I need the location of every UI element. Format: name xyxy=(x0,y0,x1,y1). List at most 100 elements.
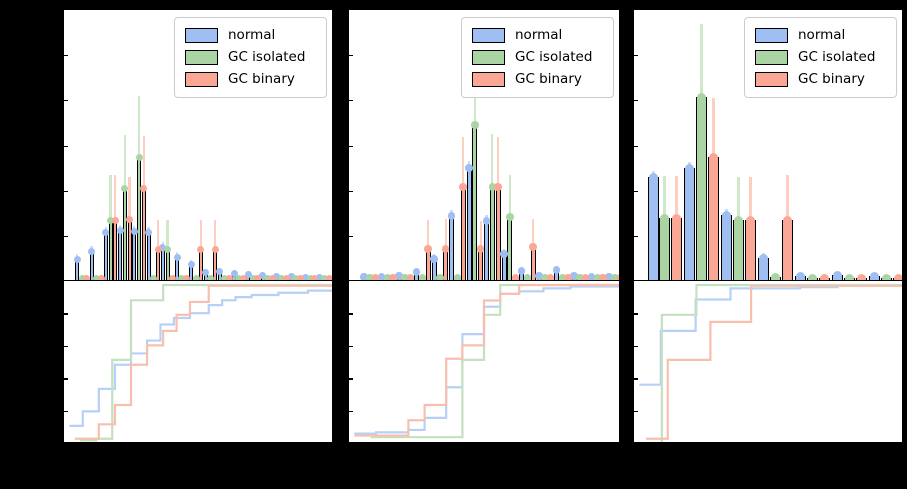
panel-center: normal GC isolated GC binary xyxy=(348,0,620,489)
error-bar-gc-binary xyxy=(142,136,145,190)
hist-bar-normal xyxy=(501,254,507,280)
y-axis-tick xyxy=(64,378,68,380)
hist-bar-normal xyxy=(118,230,123,280)
legend-swatch-gc-isolated xyxy=(185,49,218,65)
marker-normal xyxy=(130,227,138,235)
error-bar-gc-isolated xyxy=(166,220,169,251)
marker-gc-isolated xyxy=(263,274,271,280)
legend-item-gc-isolated: GC isolated xyxy=(745,46,896,68)
marker-gc-binary xyxy=(459,183,467,191)
cdf-plot xyxy=(64,281,332,442)
marker-gc-binary xyxy=(782,215,792,225)
marker-gc-binary xyxy=(225,274,233,280)
legend-item-gc-isolated: GC isolated xyxy=(175,46,326,68)
hist-bar-gc-isolated xyxy=(108,220,113,280)
panel-left: normal GC isolated GC binary xyxy=(63,0,333,489)
marker-normal xyxy=(145,228,153,236)
marker-normal xyxy=(230,269,238,277)
marker-gc-isolated xyxy=(807,273,817,280)
legend-item-gc-binary: GC binary xyxy=(175,68,326,90)
y-axis-tick xyxy=(64,146,68,148)
marker-normal xyxy=(377,273,386,280)
y-axis-tick xyxy=(64,235,68,238)
marker-gc-isolated xyxy=(121,184,129,192)
marker-normal xyxy=(395,272,403,280)
y-axis-tick xyxy=(634,410,638,412)
marker-gc-isolated xyxy=(320,274,328,280)
marker-gc-binary xyxy=(240,274,248,280)
hist-bar-normal xyxy=(132,231,137,280)
error-bar-gc-binary xyxy=(444,219,447,251)
marker-gc-binary xyxy=(183,274,191,280)
y-axis-tick xyxy=(349,410,353,412)
error-bar-gc-binary xyxy=(675,176,679,220)
hist-bar-gc-binary xyxy=(460,187,466,280)
marker-gc-binary xyxy=(546,274,555,280)
hist-bar-gc-isolated xyxy=(507,217,513,280)
y-axis-tick xyxy=(634,345,638,348)
y-axis-tick xyxy=(64,190,68,193)
marker-gc-isolated xyxy=(488,183,497,191)
error-bar-gc-binary xyxy=(213,220,217,251)
legend-label-gc-isolated: GC isolated xyxy=(515,48,593,65)
marker-gc-isolated xyxy=(401,274,409,280)
hist-bar-gc-binary xyxy=(478,249,484,280)
hist-bar-gc-binary xyxy=(198,249,203,280)
marker-normal xyxy=(552,266,561,274)
marker-gc-binary xyxy=(140,184,148,192)
marker-gc-isolated xyxy=(734,215,744,225)
legend-label-normal: normal xyxy=(228,26,276,43)
legend-item-normal: normal xyxy=(745,24,896,46)
error-bar-gc-isolated xyxy=(663,176,667,220)
marker-gc-isolated xyxy=(306,274,314,280)
legend-swatch-gc-binary xyxy=(185,71,218,87)
hist-bar-gc-isolated xyxy=(489,187,495,280)
y-axis-tick xyxy=(634,146,638,148)
cdf-line-normal xyxy=(354,286,619,433)
legend-label-gc-binary: GC binary xyxy=(228,70,295,87)
histogram-axes-right: normal GC isolated GC binary xyxy=(633,9,903,281)
marker-normal xyxy=(102,228,110,236)
legend-label-gc-binary: GC binary xyxy=(798,70,865,87)
marker-normal xyxy=(159,243,167,251)
y-axis-tick xyxy=(634,190,638,193)
marker-gc-binary xyxy=(856,273,866,280)
marker-gc-isolated xyxy=(881,273,891,280)
legend-item-normal: normal xyxy=(462,24,613,46)
marker-normal xyxy=(430,255,438,263)
legend-swatch-normal xyxy=(755,27,788,43)
marker-normal xyxy=(360,273,368,280)
marker-gc-binary xyxy=(672,213,682,223)
legend: normal GC isolated GC binary xyxy=(461,17,614,98)
hist-bar-normal xyxy=(684,168,696,280)
marker-normal xyxy=(517,267,526,275)
marker-gc-binary xyxy=(311,274,319,280)
cdf-axes-center xyxy=(348,281,620,443)
error-bar-gc-binary xyxy=(497,137,500,189)
marker-normal xyxy=(88,247,96,255)
marker-gc-binary xyxy=(154,245,162,253)
hist-bar-gc-isolated xyxy=(472,125,478,280)
marker-gc-isolated xyxy=(541,274,549,280)
marker-gc-isolated xyxy=(418,274,427,280)
legend-swatch-gc-binary xyxy=(755,71,788,87)
cdf-line-gc-isolated xyxy=(662,285,902,442)
marker-gc-isolated xyxy=(107,216,115,224)
y-axis-tick xyxy=(349,99,353,102)
y-axis-tick xyxy=(64,54,68,57)
hist-bar-gc-isolated xyxy=(137,157,142,280)
marker-gc-isolated xyxy=(660,213,670,223)
marker-gc-isolated xyxy=(221,274,229,280)
y-axis-tick xyxy=(634,235,638,238)
error-bar-gc-binary xyxy=(712,98,715,159)
marker-gc-binary xyxy=(168,274,176,280)
marker-gc-binary xyxy=(371,274,380,280)
marker-gc-isolated xyxy=(576,274,584,280)
marker-gc-binary xyxy=(476,245,485,253)
marker-normal xyxy=(287,272,295,280)
marker-gc-binary xyxy=(126,215,134,223)
marker-normal xyxy=(412,268,421,276)
marker-normal xyxy=(273,272,281,280)
y-axis-tick xyxy=(349,146,353,148)
